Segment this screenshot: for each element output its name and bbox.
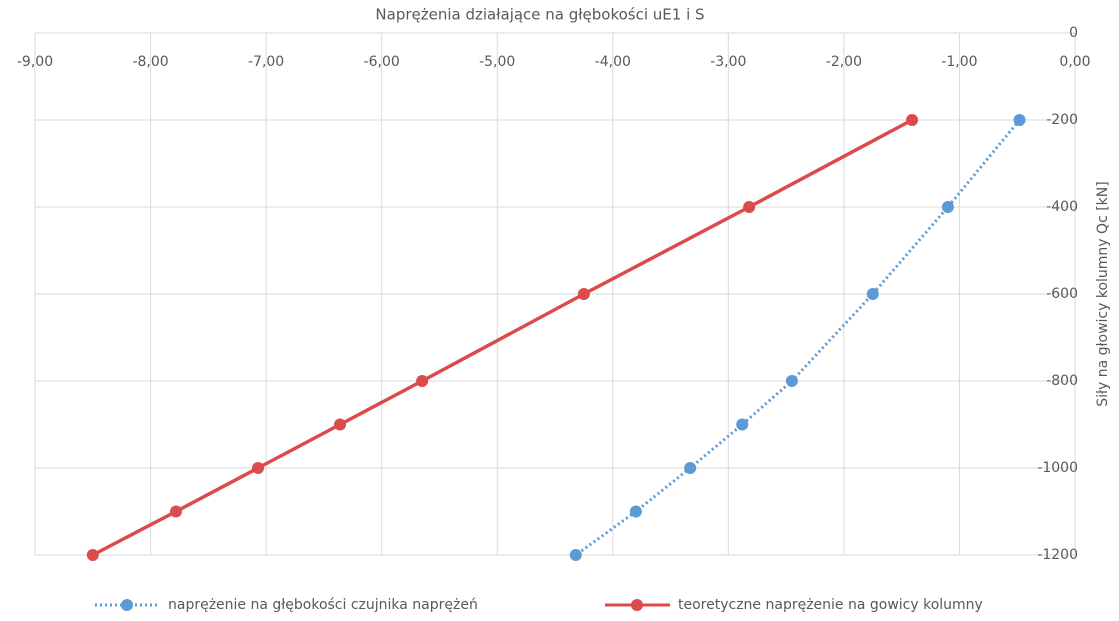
x-tick-label: -1,00 (941, 54, 977, 70)
data-point (941, 201, 954, 213)
x-tick-label: -7,00 (248, 54, 284, 70)
legend-marker (631, 599, 643, 611)
data-point (866, 288, 879, 300)
data-point (569, 549, 582, 561)
y-tick-label: -400 (1046, 199, 1078, 215)
x-tick-label: -2,00 (826, 54, 862, 70)
data-point (1013, 114, 1026, 126)
data-point (906, 114, 919, 126)
series-line (574, 119, 1021, 557)
y-axis-label: Siły na głowicy kolumny Qc [kN] (1095, 181, 1111, 406)
legend-label: teoretyczne naprężenie na gowicy kolumny (678, 597, 983, 613)
data-point (169, 505, 182, 518)
data-point (684, 462, 697, 474)
x-tick-label: -9,00 (17, 54, 53, 70)
series-line (91, 118, 913, 557)
data-point (577, 288, 590, 300)
x-tick-label: -4,00 (595, 54, 631, 70)
data-point (629, 505, 642, 518)
x-tick-label: -3,00 (710, 54, 746, 70)
x-tick-label: -8,00 (132, 54, 168, 70)
y-tick-label: 0 (1069, 25, 1078, 41)
data-point (252, 462, 265, 474)
y-tick-label: -800 (1046, 373, 1078, 389)
y-tick-label: -600 (1046, 286, 1078, 302)
x-tick-label: 0,00 (1059, 54, 1090, 70)
data-point (736, 418, 749, 431)
chart-title: Naprężenia działające na głębokości uE1 … (375, 6, 704, 24)
data-point (416, 375, 429, 387)
data-point (743, 201, 756, 213)
y-tick-label: -1200 (1037, 547, 1078, 563)
data-point (86, 549, 99, 561)
data-point (334, 418, 347, 431)
x-tick-label: -6,00 (364, 54, 400, 70)
data-point (785, 375, 798, 387)
legend-label: naprężenie na głębokości czujnika napręż… (168, 597, 478, 613)
y-tick-label: -200 (1046, 112, 1078, 128)
legend-marker (121, 599, 133, 611)
y-tick-label: -1000 (1037, 460, 1078, 476)
x-tick-label: -5,00 (479, 54, 515, 70)
